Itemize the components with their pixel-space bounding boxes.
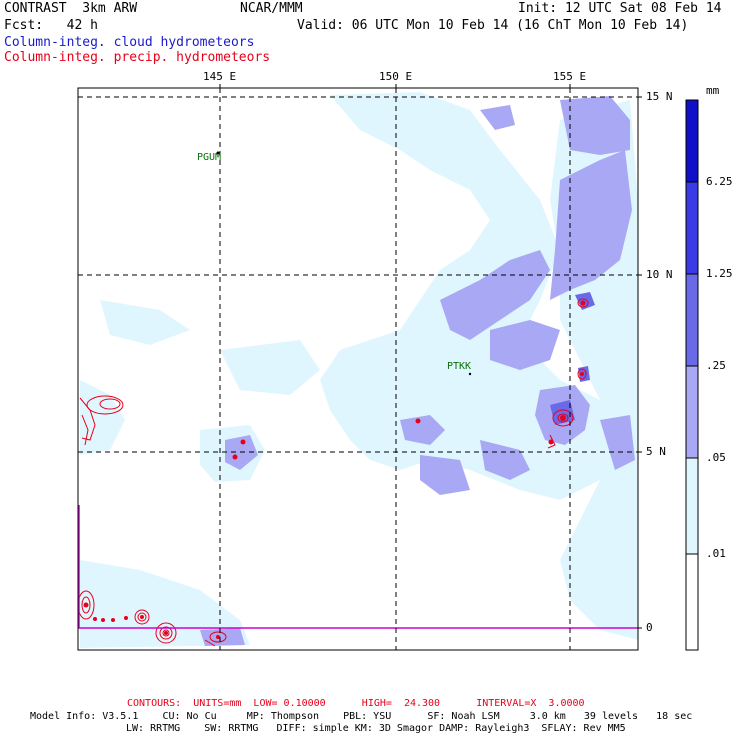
colorbar-label-0-25: .25 [706,359,726,372]
valid-time: Valid: 06 UTC Mon 10 Feb 14 (16 ChT Mon … [297,18,689,33]
lat-lon-grid [78,88,638,650]
lat-label-0: 0 [646,621,653,634]
station-marker-ptkk [468,372,472,376]
lat-label-5n: 5 N [646,445,666,458]
colorbar-label-6-25: 6.25 [706,175,733,188]
organization: NCAR/MMM [240,1,303,16]
lat-label-10n: 10 N [646,268,673,281]
lat-label-15n: 15 N [646,90,673,103]
colorbar-label-0-01: .01 [706,547,726,560]
precip-cores [83,300,586,639]
station-marker-pgum [216,151,220,155]
model-name: CONTRAST 3km ARW [4,1,138,16]
lon-label-145: 145 E [203,70,237,83]
station-label-pgum: PGUM [197,152,222,163]
colorbar [685,99,699,651]
contour-info: CONTOURS: UNITS=mm LOW= 0.10000 HIGH= 24… [127,698,585,709]
colorbar-label-0-05: .05 [706,451,726,464]
field-label-cloud: Column-integ. cloud hydrometeors [4,35,255,50]
colorbar-unit: mm [706,84,720,97]
map-frame [77,87,639,651]
cloud-hydrometeor-shading [80,92,638,648]
init-time: Init: 12 UTC Sat 08 Feb 14 [518,1,722,16]
model-info-line2: LW: RRTMG SW: RRTMG DIFF: simple KM: 3D … [126,723,626,734]
lon-label-155: 155 E [553,70,587,83]
model-info-line1: Model Info: V3.5.1 CU: No Cu MP: Thompso… [30,711,693,722]
colorbar-label-1-25: 1.25 [706,267,733,280]
tick-marks [219,84,642,629]
forecast-hour: Fcst: 42 h [4,18,98,33]
station-label-ptkk: PTKK [447,361,472,372]
lon-label-150: 150 E [379,70,413,83]
field-label-precip: Column-integ. precip. hydrometeors [4,50,271,65]
precip-hydrometeor-contours [77,298,589,647]
